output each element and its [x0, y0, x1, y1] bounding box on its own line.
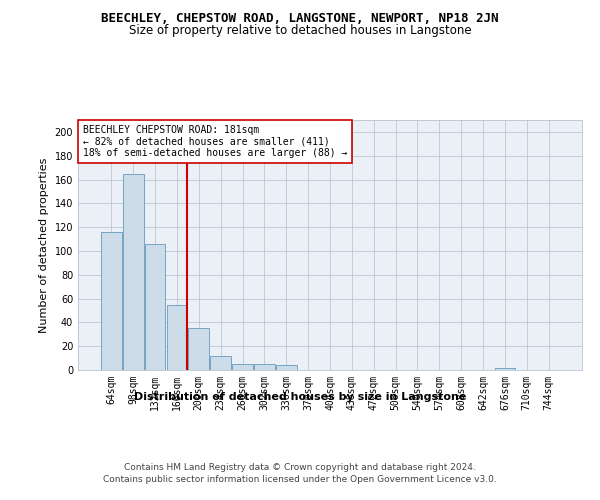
Bar [123, 174, 143, 370]
Y-axis label: Number of detached properties: Number of detached properties [39, 158, 49, 332]
Text: Contains HM Land Registry data © Crown copyright and database right 2024.
Contai: Contains HM Land Registry data © Crown c… [103, 462, 497, 484]
Bar [101, 232, 122, 370]
Bar [254, 364, 275, 370]
Bar [145, 244, 166, 370]
Text: Distribution of detached houses by size in Langstone: Distribution of detached houses by size … [134, 392, 466, 402]
Text: BEECHLEY CHEPSTOW ROAD: 181sqm
← 82% of detached houses are smaller (411)
18% of: BEECHLEY CHEPSTOW ROAD: 181sqm ← 82% of … [83, 125, 347, 158]
Bar [276, 365, 296, 370]
Bar [210, 356, 231, 370]
Text: BEECHLEY, CHEPSTOW ROAD, LANGSTONE, NEWPORT, NP18 2JN: BEECHLEY, CHEPSTOW ROAD, LANGSTONE, NEWP… [101, 12, 499, 26]
Bar [188, 328, 209, 370]
Bar [167, 304, 187, 370]
Text: Size of property relative to detached houses in Langstone: Size of property relative to detached ho… [128, 24, 472, 37]
Bar [232, 364, 253, 370]
Bar [494, 368, 515, 370]
